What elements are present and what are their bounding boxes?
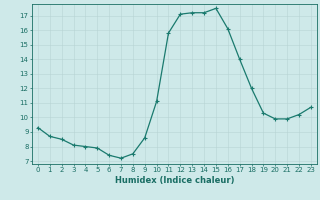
- X-axis label: Humidex (Indice chaleur): Humidex (Indice chaleur): [115, 176, 234, 185]
